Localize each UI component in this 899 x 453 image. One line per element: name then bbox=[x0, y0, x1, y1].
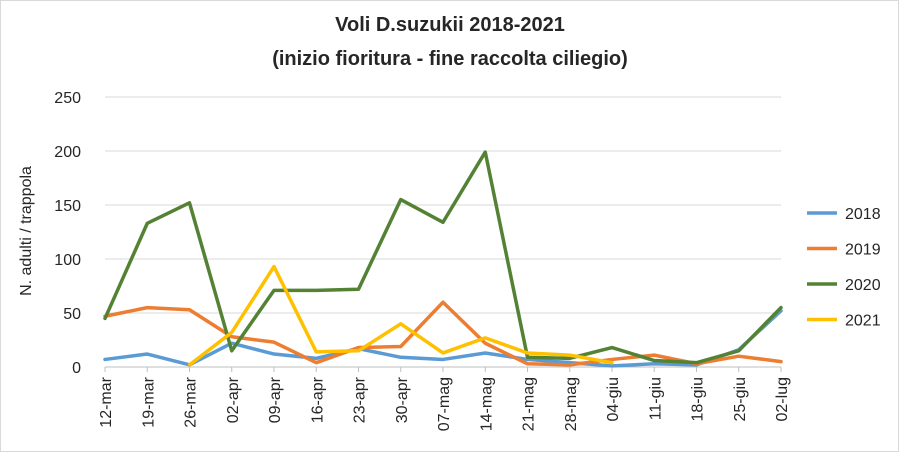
x-tick-label: 02-apr bbox=[225, 376, 242, 423]
x-tick-label: 30-apr bbox=[394, 376, 411, 423]
x-tick-label: 04-giu bbox=[605, 377, 622, 421]
x-tick-label: 25-giu bbox=[732, 377, 749, 421]
chart-subtitle: (inizio fioritura - fine raccolta cilieg… bbox=[272, 48, 628, 70]
chart-title: Voli D.suzukii 2018-2021 bbox=[335, 14, 565, 36]
x-tick-label: 14-mag bbox=[478, 377, 495, 431]
gridlines bbox=[105, 96, 781, 368]
x-tick-label: 21-mag bbox=[521, 377, 538, 431]
x-tick-label: 26-mar bbox=[183, 376, 200, 427]
series-lines bbox=[103, 150, 783, 368]
y-tick-labels: 0 50 100 150 200 250 bbox=[54, 90, 81, 377]
x-tick-label: 11-giu bbox=[647, 377, 664, 420]
y-tick-label: 150 bbox=[54, 198, 81, 215]
y-axis-label: N. adulti / trappola bbox=[18, 166, 35, 296]
legend-label: 2018 bbox=[845, 206, 881, 223]
x-tick-label: 18-giu bbox=[690, 377, 707, 421]
y-tick-label: 200 bbox=[54, 144, 81, 161]
legend-label: 2020 bbox=[845, 277, 881, 294]
y-tick-label: 0 bbox=[72, 360, 81, 377]
y-tick-label: 250 bbox=[54, 90, 81, 107]
legend: 2018 2019 2020 2021 bbox=[807, 206, 881, 330]
x-tick-label: 28-mag bbox=[563, 377, 580, 431]
x-tick-label: 07-mag bbox=[436, 377, 453, 431]
legend-label: 2021 bbox=[845, 313, 881, 330]
x-tick-label: 12-mar bbox=[98, 376, 115, 427]
x-tick-label: 09-apr bbox=[267, 376, 284, 423]
x-tick-label: 02-lug bbox=[774, 377, 791, 421]
legend-label: 2019 bbox=[845, 242, 881, 259]
y-tick-label: 50 bbox=[63, 306, 81, 323]
series-line-2019 bbox=[103, 300, 783, 367]
series-line-2018 bbox=[103, 309, 783, 368]
x-tick-label: 19-mar bbox=[140, 376, 157, 427]
x-tick-label: 23-apr bbox=[352, 376, 369, 423]
y-tick-label: 100 bbox=[54, 252, 81, 269]
x-tick-labels: 12-mar 19-mar 26-mar 02-apr 09-apr 16-apr 23-a… bbox=[98, 367, 791, 431]
series-line-2020 bbox=[103, 150, 783, 365]
series-line-2021 bbox=[187, 264, 614, 367]
x-tick-label: 16-apr bbox=[309, 376, 326, 423]
